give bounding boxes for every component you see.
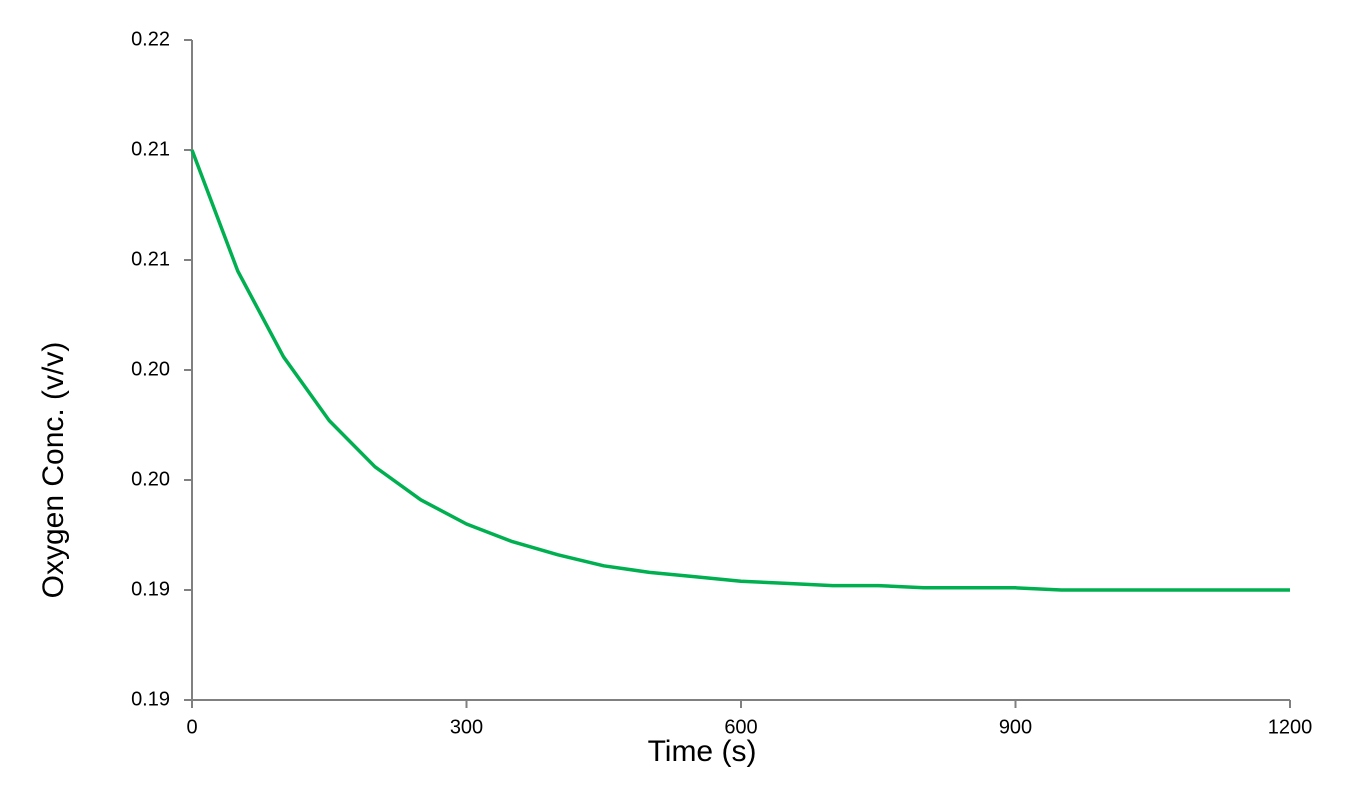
x-tick-label: 1200 — [1268, 716, 1313, 738]
y-tick-label: 0.20 — [131, 468, 170, 490]
y-axis-title: Oxygen Conc. (v/v) — [37, 342, 70, 599]
y-tick-label: 0.21 — [131, 138, 170, 160]
x-tick-label: 900 — [999, 716, 1032, 738]
x-tick-label: 600 — [724, 716, 757, 738]
y-tick-label: 0.19 — [131, 578, 170, 600]
y-tick-label: 0.21 — [131, 248, 170, 270]
x-tick-label: 300 — [450, 716, 483, 738]
x-tick-label: 0 — [186, 716, 197, 738]
y-tick-label: 0.22 — [131, 28, 170, 50]
data-line — [190, 149, 1290, 592]
y-tick-label: 0.20 — [131, 358, 170, 380]
y-tick-label: 0.19 — [131, 688, 170, 710]
x-axis-title: Time (s) — [648, 735, 757, 768]
